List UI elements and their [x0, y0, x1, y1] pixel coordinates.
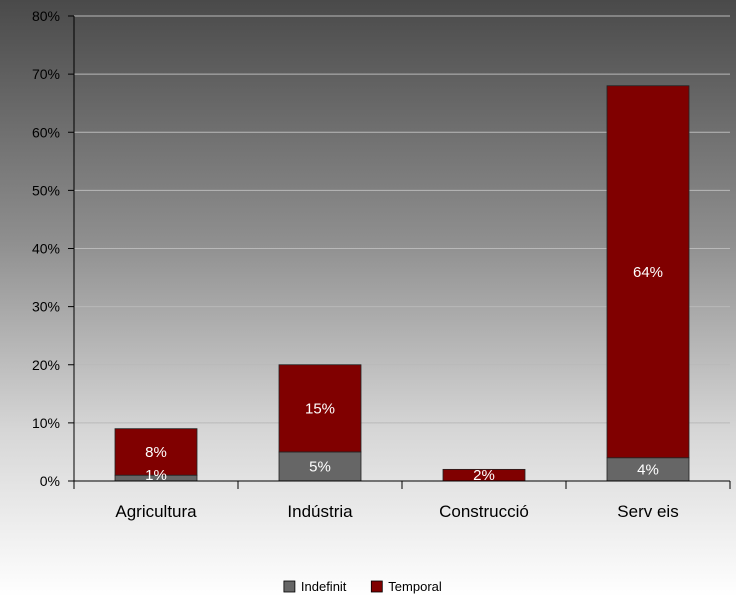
bar-segment: [114, 428, 198, 476]
y-tick-label: 40%: [32, 241, 60, 257]
bars: [114, 85, 690, 482]
legend-label: Indefinit: [301, 579, 347, 594]
data-label: 64%: [633, 264, 663, 281]
bar-segment: [278, 451, 362, 482]
x-axis-categories: Agricultura Indústria Construcció Serv eis: [115, 502, 678, 521]
x-category-label: Agricultura: [115, 502, 197, 521]
x-category-label: Serv eis: [617, 502, 678, 521]
legend: Indefinit Temporal: [283, 579, 442, 594]
legend-swatch: [370, 580, 383, 593]
data-label: 15%: [305, 400, 335, 417]
data-labels: 1% 8% 5% 15% 2% 4% 64%: [145, 264, 663, 484]
y-tick-label: 70%: [32, 66, 60, 82]
data-label: 1%: [145, 467, 167, 484]
y-tick-label: 50%: [32, 182, 60, 198]
data-label: 4%: [637, 461, 659, 478]
axes: [68, 15, 731, 489]
bar-segment: [278, 364, 362, 453]
y-tick-label: 30%: [32, 299, 60, 315]
x-category-label: Construcció: [439, 502, 529, 521]
gridlines: [74, 15, 730, 482]
x-category-label: Indústria: [287, 502, 353, 521]
y-tick-label: 60%: [32, 124, 60, 140]
y-tick-label: 0%: [40, 473, 60, 489]
legend-label: Temporal: [388, 579, 442, 594]
y-tick-label: 10%: [32, 415, 60, 431]
y-tick-label: 80%: [32, 8, 60, 24]
bar-segment: [606, 85, 690, 459]
data-label: 5%: [309, 458, 331, 475]
y-tick-label: 20%: [32, 357, 60, 373]
legend-swatch: [283, 580, 296, 593]
data-label: 2%: [473, 467, 495, 484]
data-label: 8%: [145, 444, 167, 461]
y-axis-ticks: 0% 10% 20% 30% 40% 50% 60% 70% 80%: [32, 8, 60, 489]
